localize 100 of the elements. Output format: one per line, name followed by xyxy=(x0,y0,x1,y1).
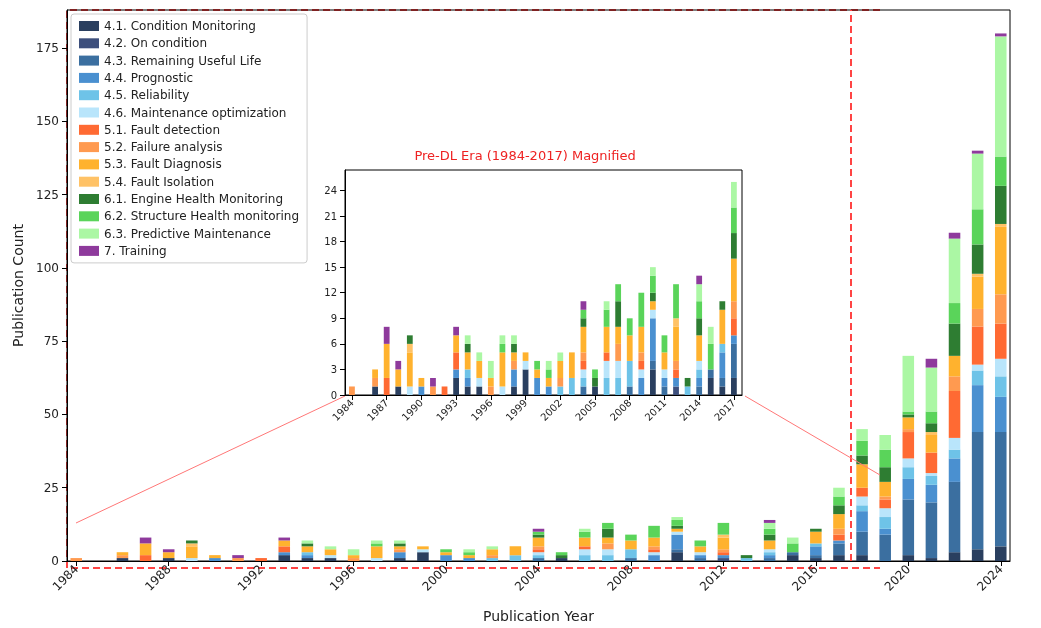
bar xyxy=(301,546,314,553)
bar xyxy=(994,358,1007,377)
bar xyxy=(925,484,938,503)
bar xyxy=(948,376,961,392)
bar xyxy=(649,275,656,293)
bar xyxy=(879,534,891,561)
y-tick-label: 175 xyxy=(36,41,59,56)
legend-label: 6.2. Structure Health monitoring xyxy=(104,209,300,224)
legend-label: 4.5. Reliability xyxy=(104,88,190,103)
bar xyxy=(856,429,868,441)
bar xyxy=(671,552,683,561)
bar xyxy=(615,377,622,395)
bar xyxy=(486,549,499,556)
bar xyxy=(487,377,494,387)
bar xyxy=(696,318,703,336)
bar xyxy=(476,360,483,378)
bar xyxy=(833,555,845,561)
bar xyxy=(902,458,915,468)
bar xyxy=(810,543,822,547)
y-tick-label: 24 xyxy=(324,184,337,196)
bar xyxy=(418,377,425,387)
bar xyxy=(902,467,915,479)
bar xyxy=(487,360,494,378)
bar xyxy=(638,369,645,378)
bar xyxy=(372,377,378,387)
bar xyxy=(719,343,726,353)
bar xyxy=(971,153,984,210)
bar xyxy=(948,391,961,438)
bar xyxy=(731,233,737,259)
bar xyxy=(994,33,1007,37)
bar xyxy=(602,522,614,529)
bar xyxy=(568,377,575,395)
bar xyxy=(278,552,291,556)
legend-label: 5.2. Failure analysis xyxy=(104,140,223,155)
bar xyxy=(453,377,460,395)
legend-label: 5.4. Fault Isolation xyxy=(104,174,215,189)
bar xyxy=(453,352,460,370)
bar xyxy=(717,534,730,538)
bar xyxy=(649,309,656,319)
bar xyxy=(406,335,413,344)
bar xyxy=(994,546,1007,561)
bar xyxy=(948,303,961,324)
bar xyxy=(580,318,587,327)
bar xyxy=(673,360,679,370)
bar xyxy=(902,499,915,556)
bar xyxy=(925,432,938,435)
bar xyxy=(707,377,714,395)
bar xyxy=(833,540,845,544)
y-tick-label: 18 xyxy=(324,236,337,248)
bar xyxy=(971,308,984,327)
bar xyxy=(139,543,152,556)
bar xyxy=(856,531,868,556)
bar xyxy=(511,386,517,395)
bar xyxy=(383,326,390,344)
bar xyxy=(971,276,984,309)
bar xyxy=(464,386,471,395)
bar xyxy=(417,552,429,561)
bar xyxy=(696,335,703,361)
bar xyxy=(994,156,1007,186)
y-tick-label: 15 xyxy=(324,261,337,273)
bar xyxy=(383,377,390,395)
bar xyxy=(902,417,915,430)
bar xyxy=(395,360,402,370)
bar xyxy=(879,528,891,535)
bar xyxy=(673,369,679,378)
bar xyxy=(592,369,598,378)
bar xyxy=(347,549,360,556)
bar xyxy=(971,370,984,386)
bar xyxy=(694,540,707,547)
bar xyxy=(476,386,483,395)
bar xyxy=(440,555,452,561)
bar xyxy=(430,377,436,387)
bar xyxy=(925,476,938,485)
bar xyxy=(696,377,703,387)
bar xyxy=(626,360,633,387)
bar xyxy=(511,352,517,361)
bar xyxy=(879,508,891,518)
legend-label: 4.1. Condition Monitoring xyxy=(104,19,256,33)
bar xyxy=(578,549,591,556)
bar xyxy=(430,386,436,395)
bar xyxy=(879,499,891,509)
bar xyxy=(162,549,175,553)
legend-label: 4.6. Maintenance optimization xyxy=(104,105,287,120)
bar xyxy=(833,528,845,535)
bar xyxy=(649,267,656,276)
bar xyxy=(856,496,868,506)
bar xyxy=(625,540,637,550)
bar xyxy=(673,386,679,395)
bar xyxy=(394,552,406,559)
bar xyxy=(671,549,683,553)
bar xyxy=(511,360,517,370)
bar xyxy=(994,376,1007,397)
bar xyxy=(696,301,703,319)
bar xyxy=(545,386,552,395)
bar xyxy=(925,434,938,453)
legend-label: 4.3. Remaining Useful Life xyxy=(104,53,262,68)
bar xyxy=(856,505,868,512)
bar xyxy=(971,273,984,277)
bar xyxy=(509,555,522,561)
bar xyxy=(971,385,984,433)
